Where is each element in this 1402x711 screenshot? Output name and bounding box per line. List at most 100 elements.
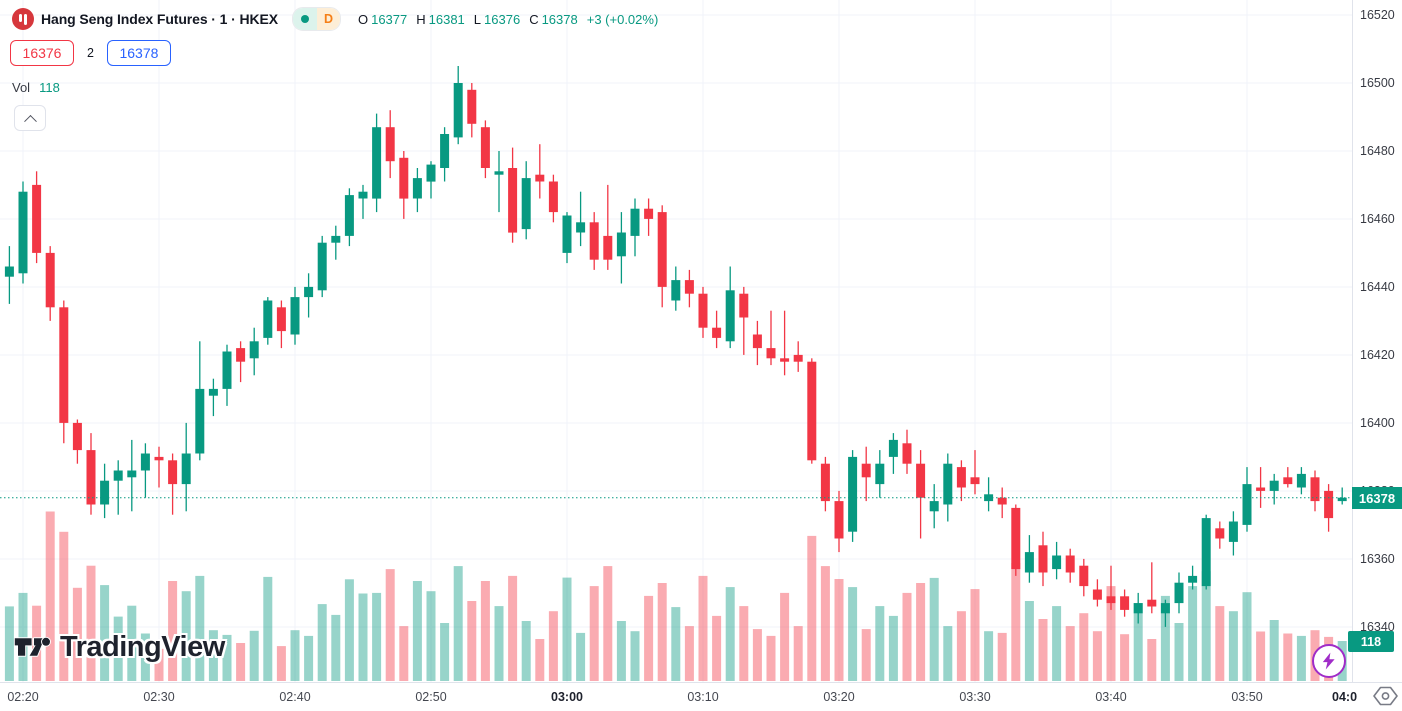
volume-bar	[113, 616, 123, 681]
candle-body	[508, 168, 518, 233]
volume-bar	[168, 581, 178, 681]
volume-bar	[263, 576, 273, 681]
candle-body	[249, 341, 259, 359]
dividend-badge: D	[316, 8, 340, 30]
volume-bar	[1065, 626, 1075, 681]
candle-body	[1038, 545, 1048, 573]
close-label: C	[529, 11, 539, 27]
candle-body	[888, 439, 898, 457]
time-axis-label-clipped: 04:0	[1332, 690, 1358, 704]
candle-body	[1024, 552, 1034, 573]
candle-body	[1079, 565, 1089, 587]
volume-bars	[4, 511, 1347, 681]
candle-body	[1147, 599, 1157, 607]
volume-bar	[712, 615, 722, 681]
volume-bar	[1256, 631, 1266, 681]
volume-bar	[671, 607, 681, 681]
time-axis-label: 03:20	[823, 690, 855, 704]
candle-body	[780, 358, 790, 362]
volume-bar	[970, 589, 980, 681]
volume-bar	[576, 632, 586, 681]
volume-bar	[1242, 592, 1252, 681]
candle-body	[1269, 480, 1279, 491]
candle-body	[1228, 521, 1238, 542]
volume-bar	[943, 626, 953, 681]
volume-bar	[399, 626, 409, 681]
candle-body	[970, 477, 980, 485]
volume-bar	[290, 630, 300, 681]
time-axis-label: 03:50	[1231, 690, 1263, 704]
candlestick-chart[interactable]	[0, 0, 1352, 682]
candle-body	[820, 463, 830, 502]
change-value: +3 (+0.02%)	[586, 11, 659, 27]
price-axis-label: 16400	[1360, 415, 1395, 430]
volume-bar	[358, 593, 368, 681]
candle-body	[956, 467, 966, 488]
time-axis-label: 02:20	[7, 690, 39, 704]
candle-body	[752, 334, 762, 349]
volume-bar	[412, 581, 422, 681]
volume-bar	[984, 631, 994, 681]
candle-body	[725, 290, 735, 342]
candle-body	[1133, 603, 1143, 614]
time-axis-label: 02:40	[279, 690, 311, 704]
volume-bar	[1147, 639, 1157, 681]
volume-bar	[929, 577, 939, 681]
volume-bar	[834, 579, 844, 681]
candle-body	[1052, 555, 1062, 570]
instant-trading-button[interactable]	[1312, 644, 1346, 678]
price-axis[interactable]: 1652016500164801646016440164201640016380…	[1352, 0, 1402, 682]
scale-settings-button[interactable]	[1372, 684, 1399, 711]
candle-body	[684, 280, 694, 294]
time-axis-label: 03:00	[551, 690, 583, 704]
candle-body	[154, 456, 164, 461]
volume-bar	[1079, 613, 1089, 681]
current-volume-badge: 118	[1348, 631, 1394, 652]
volume-bar	[548, 611, 558, 681]
candle-body	[657, 212, 667, 287]
market-status-pill[interactable]: D	[291, 7, 341, 31]
price-axis-label: 16340	[1360, 619, 1395, 634]
volume-bar	[1024, 601, 1034, 681]
candle-body	[494, 171, 504, 175]
volume-value: 118	[39, 80, 60, 95]
volume-bar	[535, 639, 545, 681]
volume-bar	[956, 611, 966, 681]
volume-bar	[997, 632, 1007, 681]
candle-body	[562, 215, 572, 253]
open-value: 16377	[371, 11, 408, 27]
candle-body	[535, 174, 545, 182]
price-axis-label: 16420	[1360, 347, 1395, 362]
volume-bar	[1174, 623, 1184, 681]
symbol-logo-icon	[12, 8, 34, 30]
volume-bar	[317, 604, 327, 681]
buy-button[interactable]: 16378	[106, 40, 171, 66]
candle-body	[412, 178, 422, 199]
price-axis-label: 16460	[1360, 211, 1395, 226]
volume-bar	[222, 634, 232, 681]
candle-body	[480, 127, 490, 168]
sell-button[interactable]: 16376	[10, 40, 74, 66]
volume-bar	[916, 583, 926, 681]
time-axis-label: 03:30	[959, 690, 991, 704]
volume-bar	[1188, 586, 1198, 681]
candle-body	[385, 127, 395, 162]
volume-bar	[344, 579, 354, 681]
collapse-legend-button[interactable]	[14, 105, 46, 131]
candle-body	[168, 460, 178, 485]
volume-bar	[875, 606, 885, 681]
candle-body	[807, 361, 817, 461]
candle-body	[1011, 507, 1021, 570]
candle-body	[32, 184, 42, 253]
current-price-badge: 16378	[1352, 487, 1402, 509]
time-axis[interactable]: 02:20 02:30 02:40 02:50 03:00 03:10 03:20 03:30…	[0, 682, 1402, 711]
candle-body	[1337, 497, 1347, 502]
candle-body	[848, 456, 858, 532]
symbol-title[interactable]: Hang Seng Index Futures · 1 · HKEX	[41, 11, 278, 27]
volume-bar	[739, 606, 749, 681]
price-axis-label: 16440	[1360, 279, 1395, 294]
volume-bar	[100, 585, 110, 681]
volume-bar	[861, 629, 871, 681]
time-axis-label: 03:10	[687, 690, 719, 704]
